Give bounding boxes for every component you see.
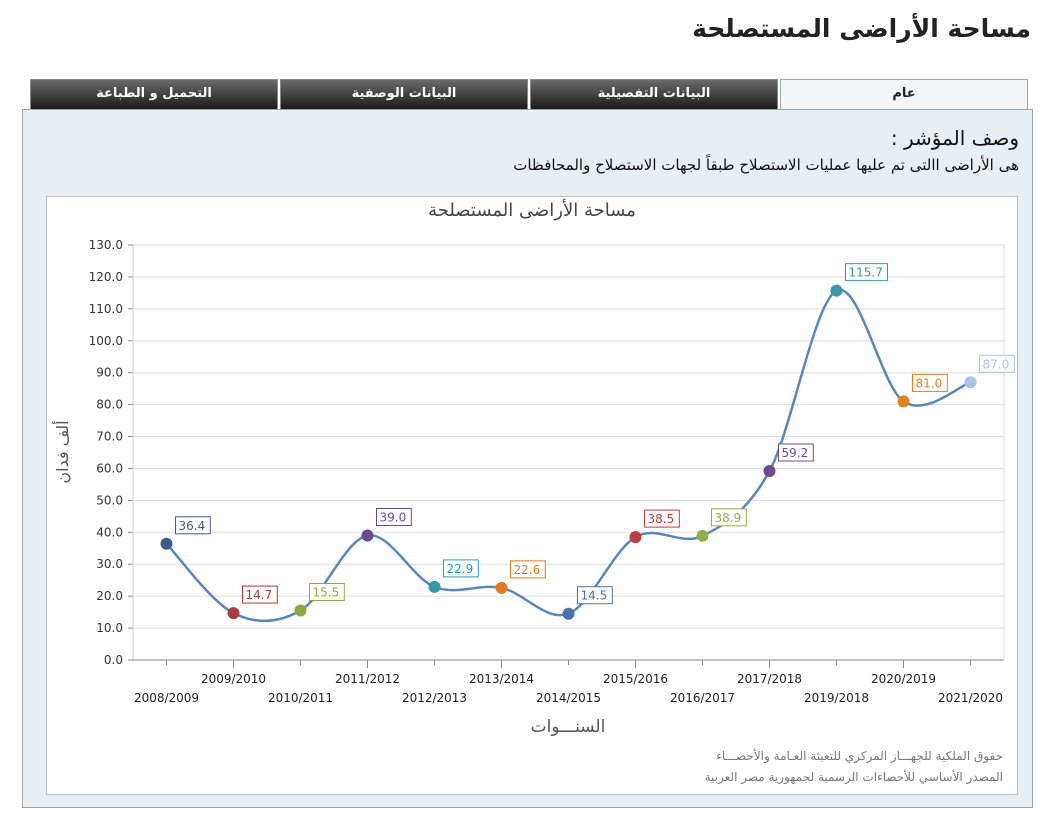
point [361,529,374,542]
line [165,288,971,623]
description-label: وصف المؤشر : [890,126,1019,150]
value-label-box [443,559,479,578]
point [495,581,508,594]
y-tick-label: 0.0 [104,653,123,667]
value-label-box [242,585,278,604]
y-tick-label: 90.0 [96,366,123,380]
tab[interactable]: البيانات التفصيلية [530,79,778,109]
y-tick-label: 60.0 [96,461,123,475]
chart-title: مساحة الأراضى المستصلحة [428,199,636,221]
point [294,604,307,617]
value-label: 14.7 [246,588,273,602]
value-label: 115.7 [849,266,883,280]
chart: مساحة الأراضى المستصلحة ألف فدان السنـــ… [52,199,1015,737]
point [227,607,240,620]
point [160,537,173,550]
y-tick-label: 20.0 [96,589,123,603]
value-label-box [175,516,211,535]
value-label-box [577,586,613,605]
x-tick-label: 2014/2015 [536,691,601,705]
x-tick-label: 2017/2018 [737,672,802,686]
x-tick-label: 2013/2014 [469,672,534,686]
value-label-box [845,263,888,282]
x-tick-label: 2016/2017 [670,691,735,705]
page-title: مساحة الأراضى المستصلحة [692,14,1031,43]
y-tick-label: 70.0 [96,430,123,444]
tab-bar: عام البيانات التفصيلية البيانات الوصفية الت… [28,79,1028,109]
tab[interactable]: البيانات الوصفية [280,79,528,109]
value-label-box [912,373,948,392]
x-tick-label: 2009/2010 [201,672,266,686]
x-tick-label: 2020/2019 [871,672,936,686]
y-tick-label: 110.0 [89,302,123,316]
value-label: 22.9 [447,562,474,576]
x-tick-label: 2010/2011 [268,691,333,705]
x-tick-label: 2011/2012 [335,672,400,686]
y-tick-label: 50.0 [96,493,123,507]
point [964,376,977,389]
value-label: 38.5 [648,512,675,526]
value-label-box [309,583,345,602]
value-label: 15.5 [313,586,340,600]
point [696,529,709,542]
x-tick-label: 2008/2009 [134,691,199,705]
value-label-box [644,509,680,528]
y-tick-label: 10.0 [96,621,123,635]
y-tick-label: 80.0 [96,398,123,412]
y-tick-label: 100.0 [89,334,123,348]
value-label: 59.2 [782,446,809,460]
chart-box [46,196,1018,795]
x-tick-label: 2015/2016 [603,672,668,686]
x-tick-label: 2019/2018 [804,691,869,705]
point [897,395,910,408]
value-label: 38.9 [715,511,742,525]
footer-line: المصدر الأساسي للأحصاءات الرسمية لجمهوري… [704,770,1003,784]
value-label-box [510,560,546,579]
value-label: 22.6 [514,563,541,577]
value-label-box [979,354,1015,373]
point [428,580,441,593]
value-label: 14.5 [581,589,608,603]
point [562,607,575,620]
value-label: 39.0 [380,511,407,525]
x-tick-label: 2021/2020 [938,691,1003,705]
value-label: 36.4 [179,519,206,533]
y-tick-label: 130.0 [89,238,123,252]
point [629,531,642,544]
y-axis-title: ألف فدان [52,420,72,483]
value-label-box [376,508,412,526]
value-label: 81.0 [916,376,943,390]
y-tick-label: 30.0 [96,557,123,571]
point [830,284,843,297]
y-tick-label: 120.0 [89,270,123,284]
value-label-box [711,508,747,527]
point [763,465,776,478]
x-axis-title: السنـــوات [531,717,606,737]
value-label-box [778,443,814,462]
footer-line: حقوق الملكية للجهـــاز المركزي للتعبئة ا… [716,749,1003,763]
y-tick-label: 40.0 [96,525,123,539]
tab[interactable]: التحميل و الطباعة [30,79,278,109]
tab[interactable]: عام [780,79,1028,109]
x-tick-label: 2012/2013 [402,691,467,705]
description-text: هى الأراضى االتى تم عليها عمليات الاستصل… [513,156,1019,174]
value-label: 87.0 [983,357,1010,371]
